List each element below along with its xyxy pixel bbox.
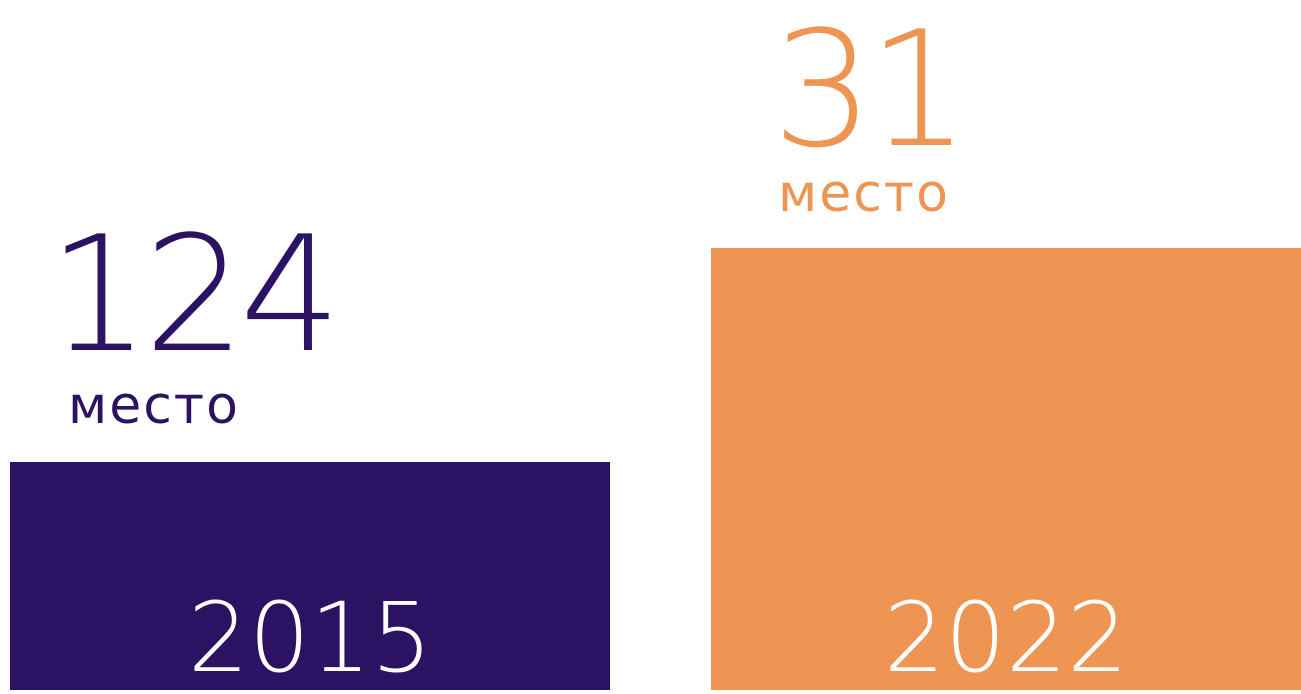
rank-unit: место <box>778 164 950 224</box>
year-label: 2015 <box>187 582 433 694</box>
bar-2022: 2022 <box>711 248 1301 690</box>
rank-value: 31 <box>772 0 970 183</box>
bar-2015: 2015 <box>10 462 610 690</box>
year-label: 2022 <box>883 582 1129 694</box>
rank-value: 124 <box>48 201 341 388</box>
rank-unit: место <box>68 376 240 436</box>
